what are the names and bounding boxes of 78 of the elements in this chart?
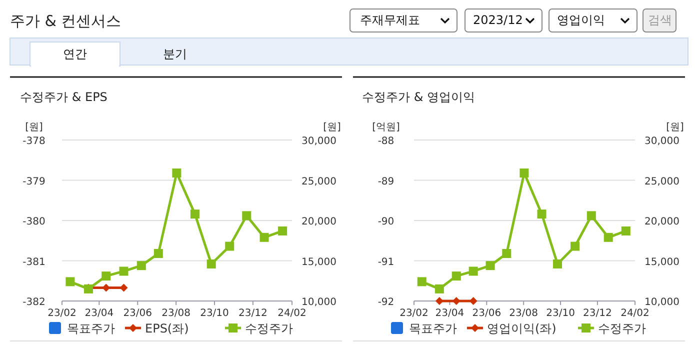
point xyxy=(604,232,613,242)
text: 연간 xyxy=(63,47,87,61)
point xyxy=(102,272,111,281)
point xyxy=(66,277,75,286)
x-tick-label: 23/04 xyxy=(435,308,464,319)
point xyxy=(520,168,529,178)
point xyxy=(242,211,252,220)
point xyxy=(486,261,495,270)
point xyxy=(434,284,444,294)
x-tick-label: 23/02 xyxy=(48,308,76,319)
x-tick-label: 23/10 xyxy=(546,308,575,319)
text: 분기 xyxy=(163,47,187,61)
y2-axis-title: [원] xyxy=(666,122,684,133)
point xyxy=(452,272,461,281)
x-tick-label: 23/08 xyxy=(162,308,190,319)
legend-label: 수정주가 xyxy=(245,322,293,336)
x-tick-label: 24/02 xyxy=(278,308,306,319)
x-tick-label: 23/12 xyxy=(583,308,612,319)
x-tick-label: 23/08 xyxy=(509,308,538,319)
y-tick-label: -381 xyxy=(22,256,46,268)
text: 주재무제표 xyxy=(360,13,420,27)
y2-tick-label: 30,000 xyxy=(302,136,336,147)
y-tick-label: -378 xyxy=(22,136,46,147)
y2-axis-title: [원] xyxy=(323,122,341,133)
point xyxy=(621,226,630,236)
chart-title: 수정주가 & EPS xyxy=(20,90,108,104)
y-tick-label: -92 xyxy=(378,297,394,308)
x-tick-label: 23/06 xyxy=(472,308,502,319)
y-tick-label: -380 xyxy=(22,216,46,228)
point xyxy=(154,249,163,258)
y-tick-label: -382 xyxy=(22,297,46,308)
point xyxy=(172,168,182,178)
y2-tick-label: 25,000 xyxy=(302,176,336,188)
y-tick-label: -89 xyxy=(378,176,394,188)
chart-title: 수정주가 & 영업이익 xyxy=(362,90,475,104)
y2-tick-label: 30,000 xyxy=(644,136,680,147)
point xyxy=(190,210,200,219)
legend-label: 영업이익(좌) xyxy=(487,322,556,336)
x-tick-label: 23/04 xyxy=(84,308,114,319)
y2-tick-label: 20,000 xyxy=(644,216,680,228)
text: 영업이익 xyxy=(557,13,605,27)
text: 2023/12 xyxy=(473,13,523,27)
text: 주가 & 컨센서스 xyxy=(10,12,122,30)
point xyxy=(206,259,216,268)
y-tick-label: -379 xyxy=(22,176,46,188)
point xyxy=(260,232,269,242)
x-tick-label: 23/06 xyxy=(123,308,152,319)
legend-label: 목표주가 xyxy=(67,322,115,336)
point xyxy=(537,210,546,219)
x-tick-label: 23/10 xyxy=(200,308,229,319)
point xyxy=(570,242,580,251)
text: 검색 xyxy=(648,13,672,27)
point xyxy=(225,242,234,251)
y2-tick-label: 15,000 xyxy=(644,256,680,268)
y-tick-label: -88 xyxy=(378,136,394,147)
point xyxy=(586,211,596,220)
y2-tick-label: 15,000 xyxy=(302,256,336,268)
y-tick-label: -90 xyxy=(378,216,394,228)
legend-label: 수정주가 xyxy=(598,322,646,336)
x-tick-label: 23/12 xyxy=(238,308,268,319)
point xyxy=(417,277,426,286)
y-axis-title: [원] xyxy=(25,122,43,133)
legend-label: EPS(좌) xyxy=(145,322,189,336)
y2-tick-label: 10,000 xyxy=(644,297,680,308)
x-tick-label: 24/02 xyxy=(620,308,650,319)
y-axis-title: [억원] xyxy=(372,122,400,133)
point xyxy=(119,266,128,276)
point xyxy=(136,261,146,270)
point xyxy=(553,259,562,268)
x-tick-label: 23/02 xyxy=(400,308,428,319)
y-tick-label: -91 xyxy=(378,256,394,268)
legend-label: 목표주가 xyxy=(409,322,457,336)
point xyxy=(502,249,512,258)
y2-tick-label: 20,000 xyxy=(302,216,336,228)
y2-tick-label: 10,000 xyxy=(302,297,336,308)
point xyxy=(468,266,478,276)
point xyxy=(278,226,288,236)
y2-tick-label: 25,000 xyxy=(644,176,680,188)
